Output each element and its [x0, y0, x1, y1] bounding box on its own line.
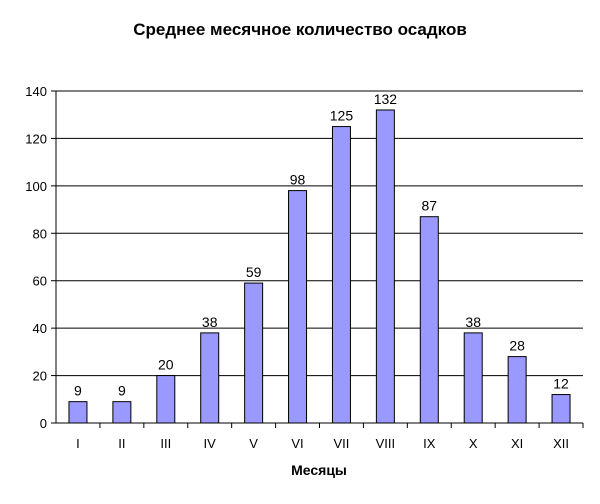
data-label-V: 59 — [246, 264, 262, 280]
data-label-VI: 98 — [290, 172, 306, 188]
x-tick-label-I: I — [76, 436, 80, 451]
bar-V — [244, 282, 264, 424]
x-tick-label-II: II — [118, 436, 125, 451]
x-tick-label-XII: XII — [553, 436, 569, 451]
data-label-X: 38 — [465, 314, 481, 330]
bar-IX — [419, 216, 439, 424]
data-label-III: 20 — [158, 357, 174, 373]
x-tick-label-X: X — [469, 436, 478, 451]
x-tick-label-VIII: VIII — [376, 436, 396, 451]
y-tick-label-0: 0 — [40, 416, 47, 431]
x-tick-label-XI: XI — [511, 436, 523, 451]
data-label-IV: 38 — [202, 314, 218, 330]
y-tick-label-120: 120 — [25, 131, 47, 146]
bar-II — [112, 401, 132, 424]
chart-title: Среднее месячное количество осадков — [133, 20, 467, 39]
bar-XI — [507, 356, 527, 424]
y-tick-label-100: 100 — [25, 179, 47, 194]
bars — [68, 109, 571, 424]
data-label-VII: 125 — [330, 108, 354, 124]
bar-VIII — [375, 109, 395, 424]
data-label-IX: 87 — [422, 198, 438, 214]
data-label-I: 9 — [74, 383, 82, 399]
data-label-XII: 12 — [553, 376, 569, 392]
y-tick-label-20: 20 — [33, 369, 47, 384]
axes — [51, 90, 584, 428]
labels: 0 20 40 60 80 100 120 140 9 I 9 II 20 III 38 IV 59 V 98 VI 1… — [25, 84, 569, 451]
bar-IV — [200, 332, 220, 424]
data-label-II: 9 — [118, 383, 126, 399]
x-tick-label-V: V — [249, 436, 258, 451]
gridlines — [56, 90, 583, 377]
y-tick-label-40: 40 — [33, 321, 47, 336]
x-tick-label-IX: IX — [423, 436, 436, 451]
x-tick-label-VI: VI — [291, 436, 303, 451]
y-tick-label-140: 140 — [25, 84, 47, 99]
x-tick-label-III: III — [160, 436, 171, 451]
bar-VII — [331, 126, 351, 424]
bar-X — [463, 332, 483, 424]
data-label-VIII: 132 — [374, 91, 398, 107]
x-tick-label-VII: VII — [334, 436, 350, 451]
bar-XII — [551, 394, 571, 424]
bar-VI — [288, 190, 308, 424]
data-label-XI: 28 — [509, 338, 525, 354]
bar-III — [156, 375, 176, 424]
y-tick-label-80: 80 — [33, 226, 47, 241]
y-tick-label-60: 60 — [33, 274, 47, 289]
x-axis-title: Месяцы — [291, 462, 347, 478]
x-tick-label-IV: IV — [204, 436, 217, 451]
bar-I — [68, 401, 88, 424]
